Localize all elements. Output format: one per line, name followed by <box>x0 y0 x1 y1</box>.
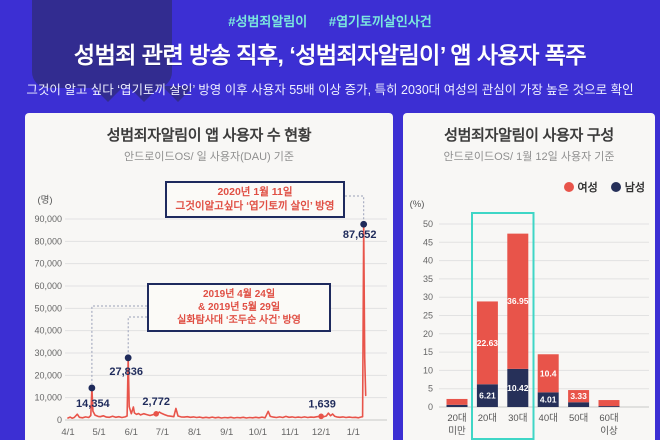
svg-text:40,000: 40,000 <box>34 326 62 336</box>
svg-text:20: 20 <box>423 329 433 339</box>
male-dot-icon <box>610 182 621 192</box>
svg-text:14,354: 14,354 <box>76 398 111 410</box>
composition-chart-card: 성범죄자알림이 사용자 구성 안드로이드OS/ 1월 12일 사용자 기준 여성… <box>403 113 655 440</box>
svg-text:70,000: 70,000 <box>34 259 62 269</box>
annotation-line: & 2019년 5월 29일 <box>197 302 281 313</box>
svg-text:60대: 60대 <box>599 413 618 424</box>
svg-text:2,772: 2,772 <box>142 396 170 408</box>
dau-chart-subtitle: 안드로이드OS/ 일 사용자(DAU) 기준 <box>124 151 294 163</box>
female-dot-icon <box>563 182 574 192</box>
svg-text:60,000: 60,000 <box>34 281 62 291</box>
svg-text:이상: 이상 <box>600 426 618 437</box>
svg-text:11/1: 11/1 <box>281 427 299 438</box>
svg-text:9/1: 9/1 <box>220 427 233 438</box>
ribbon-tail-decoration <box>92 86 124 102</box>
annotation-2019-broadcast: 2019년 4월 24일 & 2019년 5월 29일 실화탐사대 ‘조두순 사… <box>147 283 331 332</box>
annotation-line: 그것이알고싶다 ‘엽기토끼 살인’ 방영 <box>175 199 335 212</box>
annotation-line: 실화탐사대 ‘조두순 사건’ 방영 <box>177 315 301 326</box>
composition-chart-title: 성범죄자알림이 사용자 구성 <box>444 127 614 144</box>
svg-text:6/1: 6/1 <box>125 427 138 438</box>
svg-text:미만: 미만 <box>448 426 466 437</box>
svg-text:27,836: 27,836 <box>109 366 143 378</box>
svg-text:5/1: 5/1 <box>93 427 106 438</box>
annotation-line: 2019년 4월 24일 <box>202 289 276 300</box>
svg-text:8/1: 8/1 <box>188 427 201 438</box>
composition-chart-subtitle: 안드로이드OS/ 1월 12일 사용자 기준 <box>443 151 615 163</box>
legend-item-female: 여성 <box>563 179 598 195</box>
annotation-2020-broadcast: 2020년 1월 11일 그것이알고싶다 ‘엽기토끼 살인’ 방영 <box>165 181 345 219</box>
legend: 여성 남성 <box>563 179 645 195</box>
svg-text:30대: 30대 <box>508 413 527 424</box>
annotation-line: 2020년 1월 11일 <box>217 186 293 198</box>
legend-label-female: 여성 <box>577 182 598 194</box>
svg-text:35: 35 <box>423 274 433 284</box>
svg-text:50대: 50대 <box>569 413 588 424</box>
svg-text:12/1: 12/1 <box>312 427 331 438</box>
svg-text:6.21: 6.21 <box>479 391 496 401</box>
svg-text:15: 15 <box>423 347 433 357</box>
page-title: 성범죄 관련 방송 직후, ‘성범죄자알림이’ 앱 사용자 폭주 <box>73 42 587 68</box>
svg-text:36.95: 36.95 <box>507 296 529 306</box>
header: #성범죄알림이 #엽기토끼살인사건 성범죄 관련 방송 직후, ‘성범죄자알림이… <box>0 0 660 98</box>
svg-text:(%): (%) <box>410 199 425 210</box>
svg-text:7/1: 7/1 <box>156 427 169 438</box>
svg-text:4/1: 4/1 <box>61 427 74 438</box>
svg-text:10.4: 10.4 <box>540 368 557 378</box>
svg-text:20대: 20대 <box>447 413 466 424</box>
hashtag-app: #성범죄알림이 <box>228 14 308 29</box>
svg-text:5: 5 <box>428 384 433 394</box>
svg-text:40: 40 <box>423 256 433 266</box>
svg-text:10.42: 10.42 <box>507 383 529 393</box>
legend-item-male: 남성 <box>610 179 645 195</box>
svg-text:20,000: 20,000 <box>34 370 62 380</box>
svg-text:80,000: 80,000 <box>34 236 62 246</box>
svg-text:4.01: 4.01 <box>540 395 557 405</box>
svg-text:22.63: 22.63 <box>477 338 499 348</box>
svg-text:20대: 20대 <box>478 413 497 424</box>
svg-text:1,639: 1,639 <box>308 398 336 410</box>
svg-text:10: 10 <box>423 365 433 375</box>
svg-text:0: 0 <box>428 402 433 412</box>
svg-text:(명): (명) <box>37 195 52 206</box>
svg-text:1/1: 1/1 <box>347 427 360 438</box>
svg-text:50,000: 50,000 <box>34 303 62 313</box>
hashtag-case: #엽기토끼살인사건 <box>328 14 432 29</box>
svg-text:40대: 40대 <box>539 413 558 424</box>
legend-label-male: 남성 <box>624 182 645 194</box>
hashtags: #성범죄알림이 #엽기토끼살인사건 <box>0 11 660 30</box>
dau-chart-title: 성범죄자알림이 앱 사용자 수 현황 <box>106 127 312 144</box>
ribbon-tail-decoration <box>162 86 194 102</box>
svg-text:10/1: 10/1 <box>249 427 268 438</box>
svg-text:30: 30 <box>423 292 433 302</box>
svg-text:50: 50 <box>423 219 433 229</box>
svg-text:30,000: 30,000 <box>34 348 62 358</box>
ribbon-tail-decoration <box>128 86 160 102</box>
svg-text:87,652: 87,652 <box>343 229 377 241</box>
page-subtitle: 그것이 알고 싶다 ‘엽기토끼 살인’ 방영 이후 사용자 55배 이상 증가,… <box>26 83 634 97</box>
svg-text:25: 25 <box>423 311 433 321</box>
svg-text:10,000: 10,000 <box>34 393 62 403</box>
svg-text:45: 45 <box>423 237 433 247</box>
svg-text:3.33: 3.33 <box>570 391 587 401</box>
svg-text:0: 0 <box>57 415 62 425</box>
dau-chart-card: 성범죄자알림이 앱 사용자 수 현황 안드로이드OS/ 일 사용자(DAU) 기… <box>25 113 393 440</box>
svg-text:90,000: 90,000 <box>34 214 62 224</box>
ribbon-badge-decoration <box>32 0 172 88</box>
